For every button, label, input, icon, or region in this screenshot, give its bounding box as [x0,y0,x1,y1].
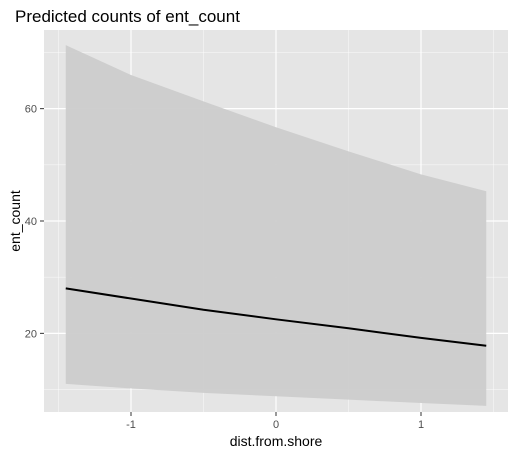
x-tick-label: 1 [418,419,424,431]
x-tick-label: -1 [126,419,136,431]
y-tick-label: 20 [25,328,37,340]
x-axis-title: dist.from.shore [230,433,323,449]
chart-title: Predicted counts of ent_count [15,7,240,26]
x-axis-ticks: -1 0 1 [126,412,424,431]
confidence-band [65,45,487,406]
x-tick-label: 0 [273,419,279,431]
y-axis-ticks: 20 40 60 [25,104,44,340]
y-tick-label: 60 [25,104,37,116]
y-axis-title: ent_count [7,190,23,252]
y-tick-label: 40 [25,216,37,228]
prediction-line [65,287,487,347]
